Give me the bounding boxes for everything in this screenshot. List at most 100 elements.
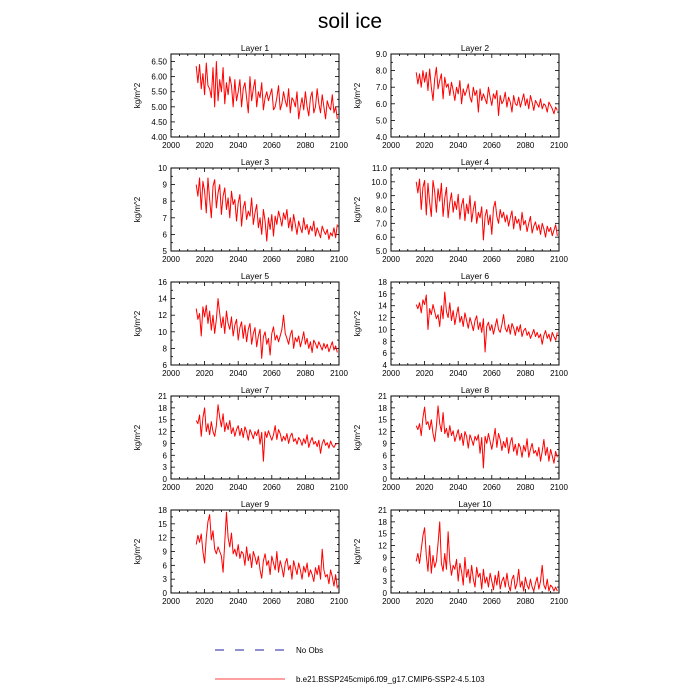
y-tick-label: 16 [378, 290, 387, 299]
x-tick-label: 2040 [229, 141, 247, 150]
y-tick-label: 21 [378, 392, 387, 401]
x-tick-label: 2100 [550, 483, 568, 492]
y-tick-label: 6 [163, 361, 168, 370]
x-tick-label: 2080 [517, 597, 535, 606]
x-tick-label: 2040 [229, 483, 247, 492]
x-tick-label: 2000 [382, 141, 400, 150]
x-tick-label: 2020 [196, 369, 214, 378]
y-tick-label: 5.50 [151, 88, 167, 97]
x-tick-label: 2020 [416, 597, 434, 606]
y-axis-label: kg/m^2 [133, 82, 142, 108]
panel-title: Layer 2 [461, 43, 490, 53]
x-tick-label: 2000 [162, 255, 180, 264]
y-axis-label: kg/m^2 [133, 424, 142, 450]
x-tick-label: 2060 [263, 141, 281, 150]
y-tick-label: 7.0 [376, 83, 388, 92]
y-tick-label: 9 [163, 181, 168, 190]
y-tick-label: 3 [163, 575, 168, 584]
panel-title: Layer 5 [241, 271, 270, 281]
x-tick-label: 2000 [162, 141, 180, 150]
y-tick-label: 7 [163, 214, 168, 223]
figure-title: soil ice [318, 10, 382, 33]
x-tick-label: 2040 [229, 369, 247, 378]
panel-8: Layer 8 2000 2020 2040 2060 2080 2100 0 3 6 9 12 15 1… [353, 385, 568, 492]
y-tick-label: 12 [158, 534, 167, 543]
panel-title: Layer 7 [241, 385, 270, 395]
plot-frame [170, 281, 340, 366]
x-tick-label: 2000 [382, 255, 400, 264]
x-tick-label: 2060 [483, 141, 501, 150]
y-tick-label: 9 [163, 548, 168, 557]
x-tick-label: 2080 [297, 597, 315, 606]
x-tick-label: 2000 [162, 369, 180, 378]
legend-obs-label: No Obs [296, 646, 323, 655]
y-tick-label: 15 [158, 520, 167, 529]
y-tick-label: 9.0 [376, 50, 388, 59]
y-tick-label: 18 [378, 278, 387, 287]
panel-6: Layer 6 2000 2020 2040 2060 2080 2100 4 6 8 10 12 14… [353, 271, 568, 378]
y-tick-label: 6 [383, 451, 388, 460]
y-tick-label: 6 [163, 451, 168, 460]
y-tick-label: 12 [158, 311, 167, 320]
x-tick-label: 2040 [449, 141, 467, 150]
panel-4: Layer 4 2000 2020 2040 2060 2080 2100 5.0 6.0 7.0… [353, 157, 568, 264]
y-tick-label: 8.0 [376, 67, 388, 76]
panel-5: Layer 5 2000 2020 2040 2060 2080 2100 6 8 10 12 14 1… [133, 271, 348, 378]
x-tick-label: 2020 [196, 483, 214, 492]
y-tick-label: 10 [158, 164, 167, 173]
x-tick-label: 2100 [330, 369, 348, 378]
x-tick-label: 2000 [382, 597, 400, 606]
series-line [195, 177, 338, 242]
x-tick-label: 2080 [297, 255, 315, 264]
x-tick-label: 2040 [229, 255, 247, 264]
panel-title: Layer 1 [241, 43, 270, 53]
y-tick-label: 10 [378, 325, 387, 334]
x-tick-label: 2100 [550, 141, 568, 150]
panel-7: Layer 7 2000 2020 2040 2060 2080 2100 0 3 6 9 12 15 1… [133, 385, 348, 492]
x-tick-label: 2080 [517, 483, 535, 492]
y-axis-label: kg/m^2 [353, 538, 362, 564]
y-axis-label: kg/m^2 [353, 310, 362, 336]
y-tick-label: 15 [378, 530, 387, 539]
x-tick-label: 2060 [263, 483, 281, 492]
y-tick-label: 15 [158, 416, 167, 425]
y-tick-label: 10 [158, 328, 167, 337]
y-tick-label: 6 [383, 349, 388, 358]
x-tick-label: 2020 [416, 255, 434, 264]
x-tick-label: 2060 [483, 597, 501, 606]
y-tick-label: 10.0 [371, 178, 387, 187]
y-tick-label: 9 [383, 439, 388, 448]
x-tick-label: 2000 [162, 483, 180, 492]
panel-10: Layer 10 2000 2020 2040 2060 2080 2100 0 3 6 9 12 15… [353, 499, 568, 606]
y-tick-label: 4 [383, 361, 388, 370]
plot-frame [390, 509, 560, 594]
y-tick-label: 18 [378, 518, 387, 527]
x-tick-label: 2020 [416, 369, 434, 378]
x-tick-label: 2060 [263, 255, 281, 264]
series-line [195, 61, 338, 120]
x-tick-label: 2000 [382, 483, 400, 492]
panel-title: Layer 9 [241, 499, 270, 509]
panel-title: Layer 6 [461, 271, 490, 281]
y-tick-label: 4.50 [151, 118, 167, 127]
y-axis-label: kg/m^2 [133, 310, 142, 336]
x-tick-label: 2100 [330, 597, 348, 606]
x-tick-label: 2100 [550, 597, 568, 606]
y-tick-label: 9 [163, 439, 168, 448]
y-tick-label: 7.0 [376, 219, 388, 228]
y-tick-label: 0 [383, 475, 388, 484]
x-tick-label: 2060 [263, 369, 281, 378]
series-line [415, 66, 558, 116]
x-tick-label: 2000 [382, 369, 400, 378]
x-tick-label: 2080 [297, 141, 315, 150]
y-tick-label: 6.0 [376, 100, 388, 109]
x-tick-label: 2040 [449, 255, 467, 264]
x-tick-label: 2060 [263, 597, 281, 606]
y-tick-label: 12 [378, 542, 387, 551]
y-tick-label: 6 [163, 561, 168, 570]
y-tick-label: 5 [163, 247, 168, 256]
y-tick-label: 6.00 [151, 73, 167, 82]
y-tick-label: 12 [158, 428, 167, 437]
x-tick-label: 2060 [483, 483, 501, 492]
